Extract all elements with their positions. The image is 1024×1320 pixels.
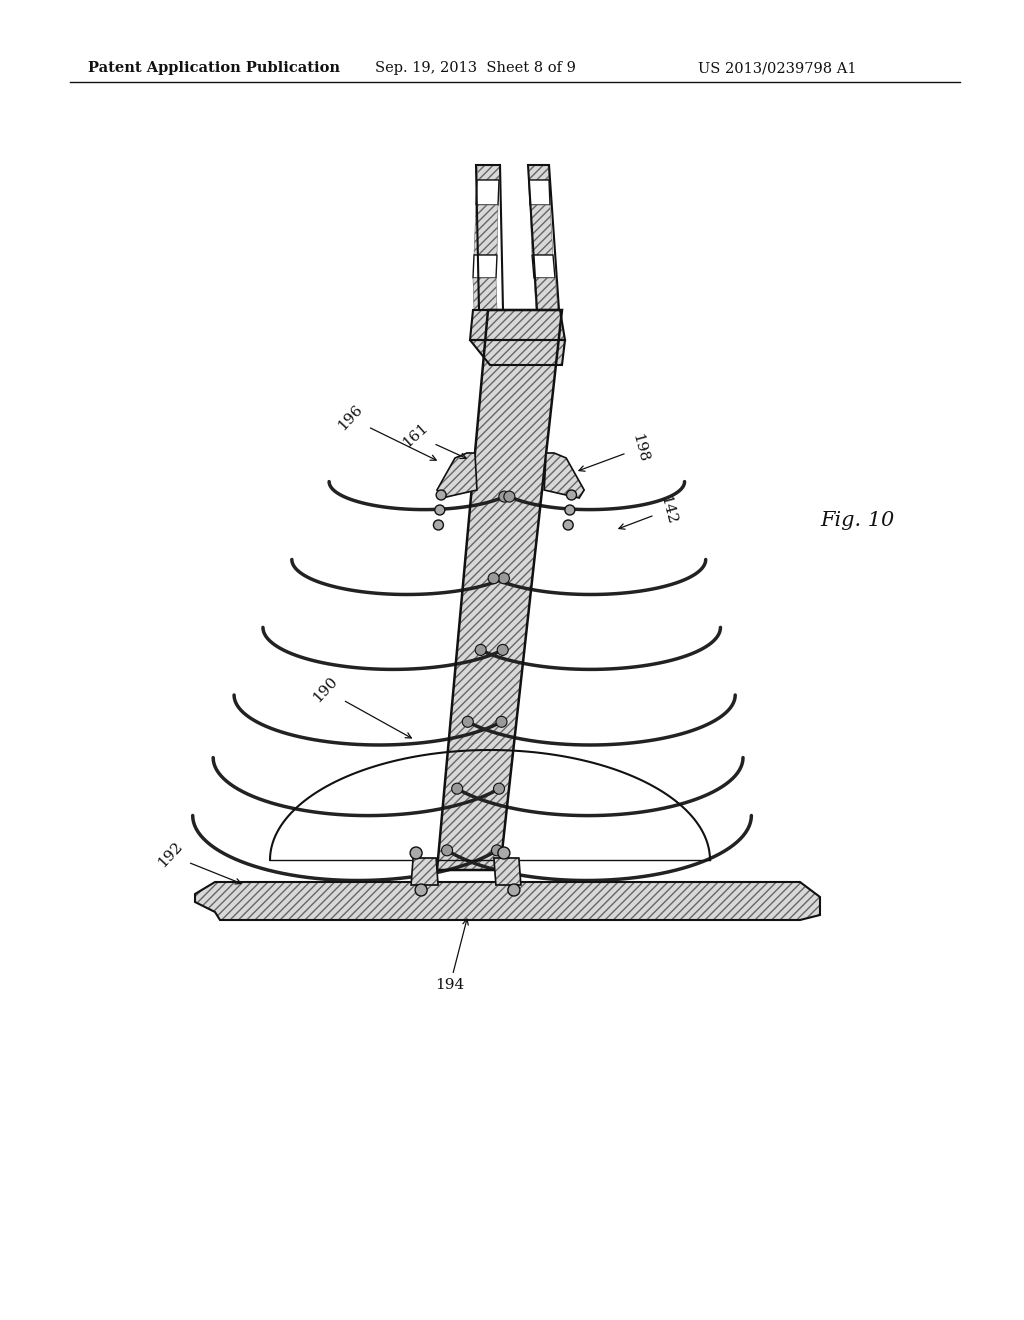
Polygon shape: [494, 858, 521, 884]
Circle shape: [436, 490, 446, 500]
Circle shape: [565, 506, 574, 515]
Polygon shape: [532, 255, 555, 279]
Polygon shape: [534, 279, 558, 310]
Circle shape: [441, 845, 453, 855]
Text: 190: 190: [310, 675, 412, 738]
Circle shape: [492, 845, 503, 855]
Circle shape: [494, 783, 505, 795]
Circle shape: [433, 520, 443, 531]
Text: 192: 192: [155, 840, 241, 884]
Polygon shape: [530, 205, 553, 255]
Text: 196: 196: [335, 403, 436, 461]
Circle shape: [508, 884, 520, 896]
Circle shape: [498, 847, 510, 859]
Text: 142: 142: [618, 494, 679, 529]
Circle shape: [499, 573, 509, 583]
Circle shape: [435, 506, 444, 515]
Circle shape: [415, 884, 427, 896]
Text: 198: 198: [579, 432, 650, 471]
Polygon shape: [195, 882, 820, 920]
Circle shape: [498, 644, 508, 656]
Polygon shape: [411, 858, 438, 884]
Polygon shape: [473, 279, 497, 310]
Circle shape: [475, 644, 486, 656]
Text: Patent Application Publication: Patent Application Publication: [88, 61, 340, 75]
Text: 161: 161: [399, 420, 466, 458]
Polygon shape: [470, 310, 565, 341]
Text: 194: 194: [435, 919, 468, 993]
Circle shape: [410, 847, 422, 859]
Circle shape: [566, 490, 577, 500]
Text: Sep. 19, 2013  Sheet 8 of 9: Sep. 19, 2013 Sheet 8 of 9: [375, 61, 575, 75]
Circle shape: [563, 520, 573, 531]
Text: US 2013/0239798 A1: US 2013/0239798 A1: [698, 61, 856, 75]
Text: Fig. 10: Fig. 10: [820, 511, 894, 529]
Circle shape: [462, 717, 473, 727]
Polygon shape: [529, 180, 550, 205]
Polygon shape: [476, 180, 499, 205]
Circle shape: [488, 573, 499, 583]
Polygon shape: [437, 453, 477, 498]
Circle shape: [452, 783, 463, 795]
Polygon shape: [528, 165, 549, 180]
Circle shape: [504, 491, 515, 502]
Circle shape: [499, 491, 510, 502]
Polygon shape: [477, 165, 500, 180]
Polygon shape: [473, 255, 497, 279]
Circle shape: [496, 717, 507, 727]
Polygon shape: [470, 341, 565, 366]
Polygon shape: [544, 453, 584, 498]
Polygon shape: [474, 205, 498, 255]
Polygon shape: [437, 310, 562, 870]
